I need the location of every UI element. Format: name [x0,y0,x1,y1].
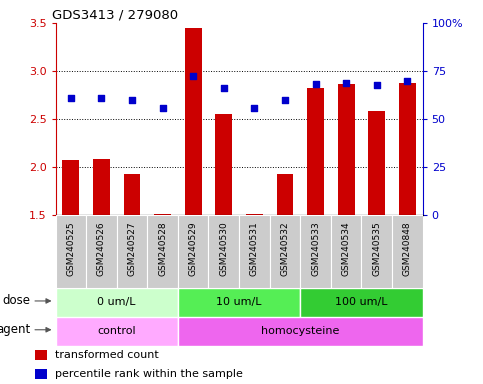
Bar [307,88,324,215]
Text: GSM240526: GSM240526 [97,221,106,275]
Point [373,83,381,89]
Text: homocysteine: homocysteine [261,326,340,336]
Bar [270,215,300,288]
Point [128,97,136,103]
Text: 0 um/L: 0 um/L [98,297,136,308]
Bar [93,159,110,215]
Bar [56,317,178,346]
Point [403,78,411,84]
Bar [246,214,263,215]
Text: GSM240532: GSM240532 [281,221,289,275]
Point [312,81,319,88]
Text: GSM240533: GSM240533 [311,221,320,276]
Bar [35,350,47,360]
Point [189,73,197,79]
Bar [399,83,416,215]
Bar [147,215,178,288]
Bar [209,215,239,288]
Text: percentile rank within the sample: percentile rank within the sample [55,369,243,379]
Bar [178,215,209,288]
Text: GSM240529: GSM240529 [189,221,198,275]
Text: GSM240535: GSM240535 [372,221,381,276]
Point [98,95,105,101]
Bar [369,111,385,215]
Text: GSM240534: GSM240534 [341,221,351,275]
Bar [117,215,147,288]
Point [281,97,289,103]
Bar [361,215,392,288]
Text: 10 um/L: 10 um/L [216,297,262,308]
Text: 100 um/L: 100 um/L [335,297,388,308]
Point [342,79,350,86]
Text: GSM240531: GSM240531 [250,221,259,276]
Point [159,104,167,111]
Bar [331,215,361,288]
Bar [178,317,423,346]
Bar [56,288,178,317]
Bar [35,369,47,379]
Point [220,85,227,91]
Text: GSM240525: GSM240525 [66,221,75,275]
Text: dose: dose [2,295,30,308]
Text: transformed count: transformed count [55,350,158,360]
Bar [300,215,331,288]
Bar [86,215,117,288]
Text: agent: agent [0,323,30,336]
Bar [154,214,171,215]
Bar [392,215,423,288]
Bar [277,174,293,215]
Text: GSM240530: GSM240530 [219,221,228,276]
Bar [124,174,141,215]
Bar [215,114,232,215]
Point [251,104,258,111]
Text: GSM240848: GSM240848 [403,221,412,275]
Text: control: control [98,326,136,336]
Bar [56,215,86,288]
Text: GSM240528: GSM240528 [158,221,167,275]
Bar [300,288,423,317]
Bar [239,215,270,288]
Text: GDS3413 / 279080: GDS3413 / 279080 [52,9,178,22]
Bar [185,28,201,215]
Point [67,95,75,101]
Bar [338,84,355,215]
Bar [62,161,79,215]
Text: GSM240527: GSM240527 [128,221,137,275]
Bar [178,288,300,317]
